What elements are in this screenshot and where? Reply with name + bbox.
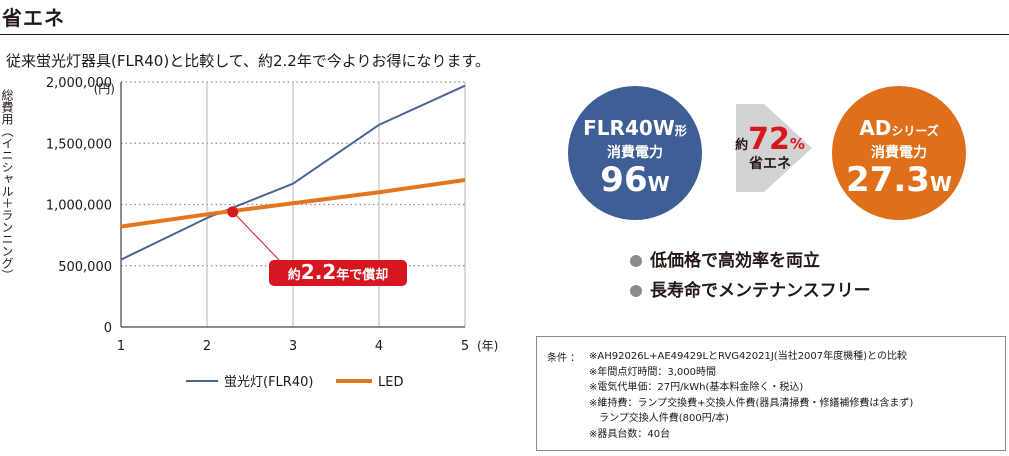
y-axis-label-part: 用 — [0, 113, 14, 126]
y-axis-label-part: 総 — [0, 89, 14, 101]
legend-label: LED — [378, 375, 403, 390]
condition-item: ※電気代単価：27円/kWh(基本料金除く・税込) — [589, 382, 804, 393]
chevron-right-icon — [736, 104, 812, 192]
condition-item: ※AH92026L+AE49429LとRVG42021J(当社2007年度機種)… — [589, 351, 907, 362]
y-tick-label: 2,000,000 — [46, 76, 112, 91]
breakeven-label-part: 年で償却 — [336, 267, 388, 283]
x-tick-label: 2 — [203, 339, 211, 354]
y-unit-label: (円) — [94, 82, 115, 96]
x-tick-label: 5 — [461, 339, 469, 354]
y-tick-label: 0 — [104, 321, 112, 336]
feature-list: 低価格で高効率を両立 長寿命でメンテナンスフリー — [630, 246, 871, 306]
bullet-icon — [630, 285, 642, 297]
conditions-box: 条件 ： ※AH92026L+AE49429LとRVG42021J(当社2007… — [536, 336, 1006, 451]
breakeven-label-box — [269, 260, 407, 286]
ad-power-value: 27.3 — [846, 160, 930, 200]
breakeven-label-part: 2.2 — [301, 260, 336, 284]
ad-power-unit: W — [929, 172, 952, 196]
condition-item: ※器具台数：40台 — [589, 428, 671, 440]
saving-value: 72 — [748, 122, 790, 157]
ad-power-label: 消費電力 — [871, 145, 927, 161]
flr-power-label: 消費電力 — [607, 145, 663, 161]
ad-power-circle: ADシリーズ 消費電力 27.3W — [832, 86, 966, 220]
series-line — [120, 84, 466, 261]
y-axis-label: 総費用（イニシャル＋ランニング） — [0, 89, 14, 281]
saving-label: 省エネ — [749, 156, 791, 172]
condition-item: ※維持費：ランプ交換費+交換人件費(器具清掃費・修繕補修費は含まず) — [589, 397, 914, 409]
conditions-label: 条件 ： — [547, 353, 581, 364]
flr-power-unit: W — [647, 172, 670, 196]
breakeven-leader — [232, 211, 282, 263]
bullet-icon — [630, 255, 642, 267]
breakeven-label: 約2.2年で償却 — [288, 260, 388, 284]
saving-unit: % — [789, 135, 805, 153]
condition-item: ランプ交換人件費(800円/本) — [599, 413, 729, 424]
series-line — [120, 178, 466, 229]
flr-power-value: 96 — [600, 160, 648, 200]
header-divider — [0, 34, 1009, 35]
y-axis-label-part: （イニシャル＋ランニング） — [0, 125, 14, 281]
saving-prefix: 約 — [735, 138, 749, 153]
conditions-list: ※AH92026L+AE49429LとRVG42021J(当社2007年度機種)… — [589, 349, 913, 442]
y-tick-label: 1,000,000 — [46, 199, 112, 214]
breakeven-label-part: 約 — [288, 267, 301, 283]
y-axis-label-part: 費 — [0, 100, 14, 113]
flr-suffix: 形 — [674, 124, 687, 138]
feature-item: 長寿命でメンテナンスフリー — [630, 276, 871, 306]
condition-item: ※年間点灯時間：3,000時間 — [589, 366, 717, 378]
cost-chart: 0 500,000 1,000,000 1,500,000 2,000,000 1 2 3 4 5… — [0, 76, 498, 390]
x-tick-label: 1 — [117, 339, 125, 354]
breakeven-point — [227, 206, 239, 218]
flr-power-circle: FLR40W形 消費電力 96W — [568, 86, 702, 220]
legend-label: 蛍光灯(FLR40) — [224, 375, 313, 390]
page-title: 省エネ — [2, 6, 65, 30]
subtitle: 従来蛍光灯器具(FLR40)と比較して、約2.2年で今よりお得になります。 — [6, 52, 491, 70]
saving-badge: 約72% 省エネ — [722, 122, 818, 173]
flr-name: FLR40W — [583, 116, 675, 140]
ad-suffix: シリーズ — [891, 124, 939, 138]
feature-item: 低価格で高効率を両立 — [630, 246, 871, 276]
x-tick-label: 3 — [289, 339, 297, 354]
y-tick-label: 1,500,000 — [46, 137, 112, 152]
x-tick-label: 4 — [375, 339, 383, 354]
ad-name: AD — [859, 116, 892, 140]
y-tick-label: 500,000 — [58, 260, 112, 275]
x-unit-label: (年) — [477, 339, 498, 353]
